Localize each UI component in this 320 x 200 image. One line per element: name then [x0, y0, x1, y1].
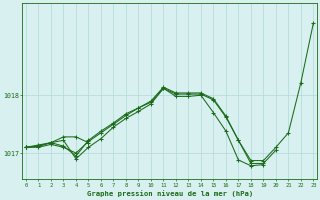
X-axis label: Graphe pression niveau de la mer (hPa): Graphe pression niveau de la mer (hPa): [87, 190, 253, 197]
